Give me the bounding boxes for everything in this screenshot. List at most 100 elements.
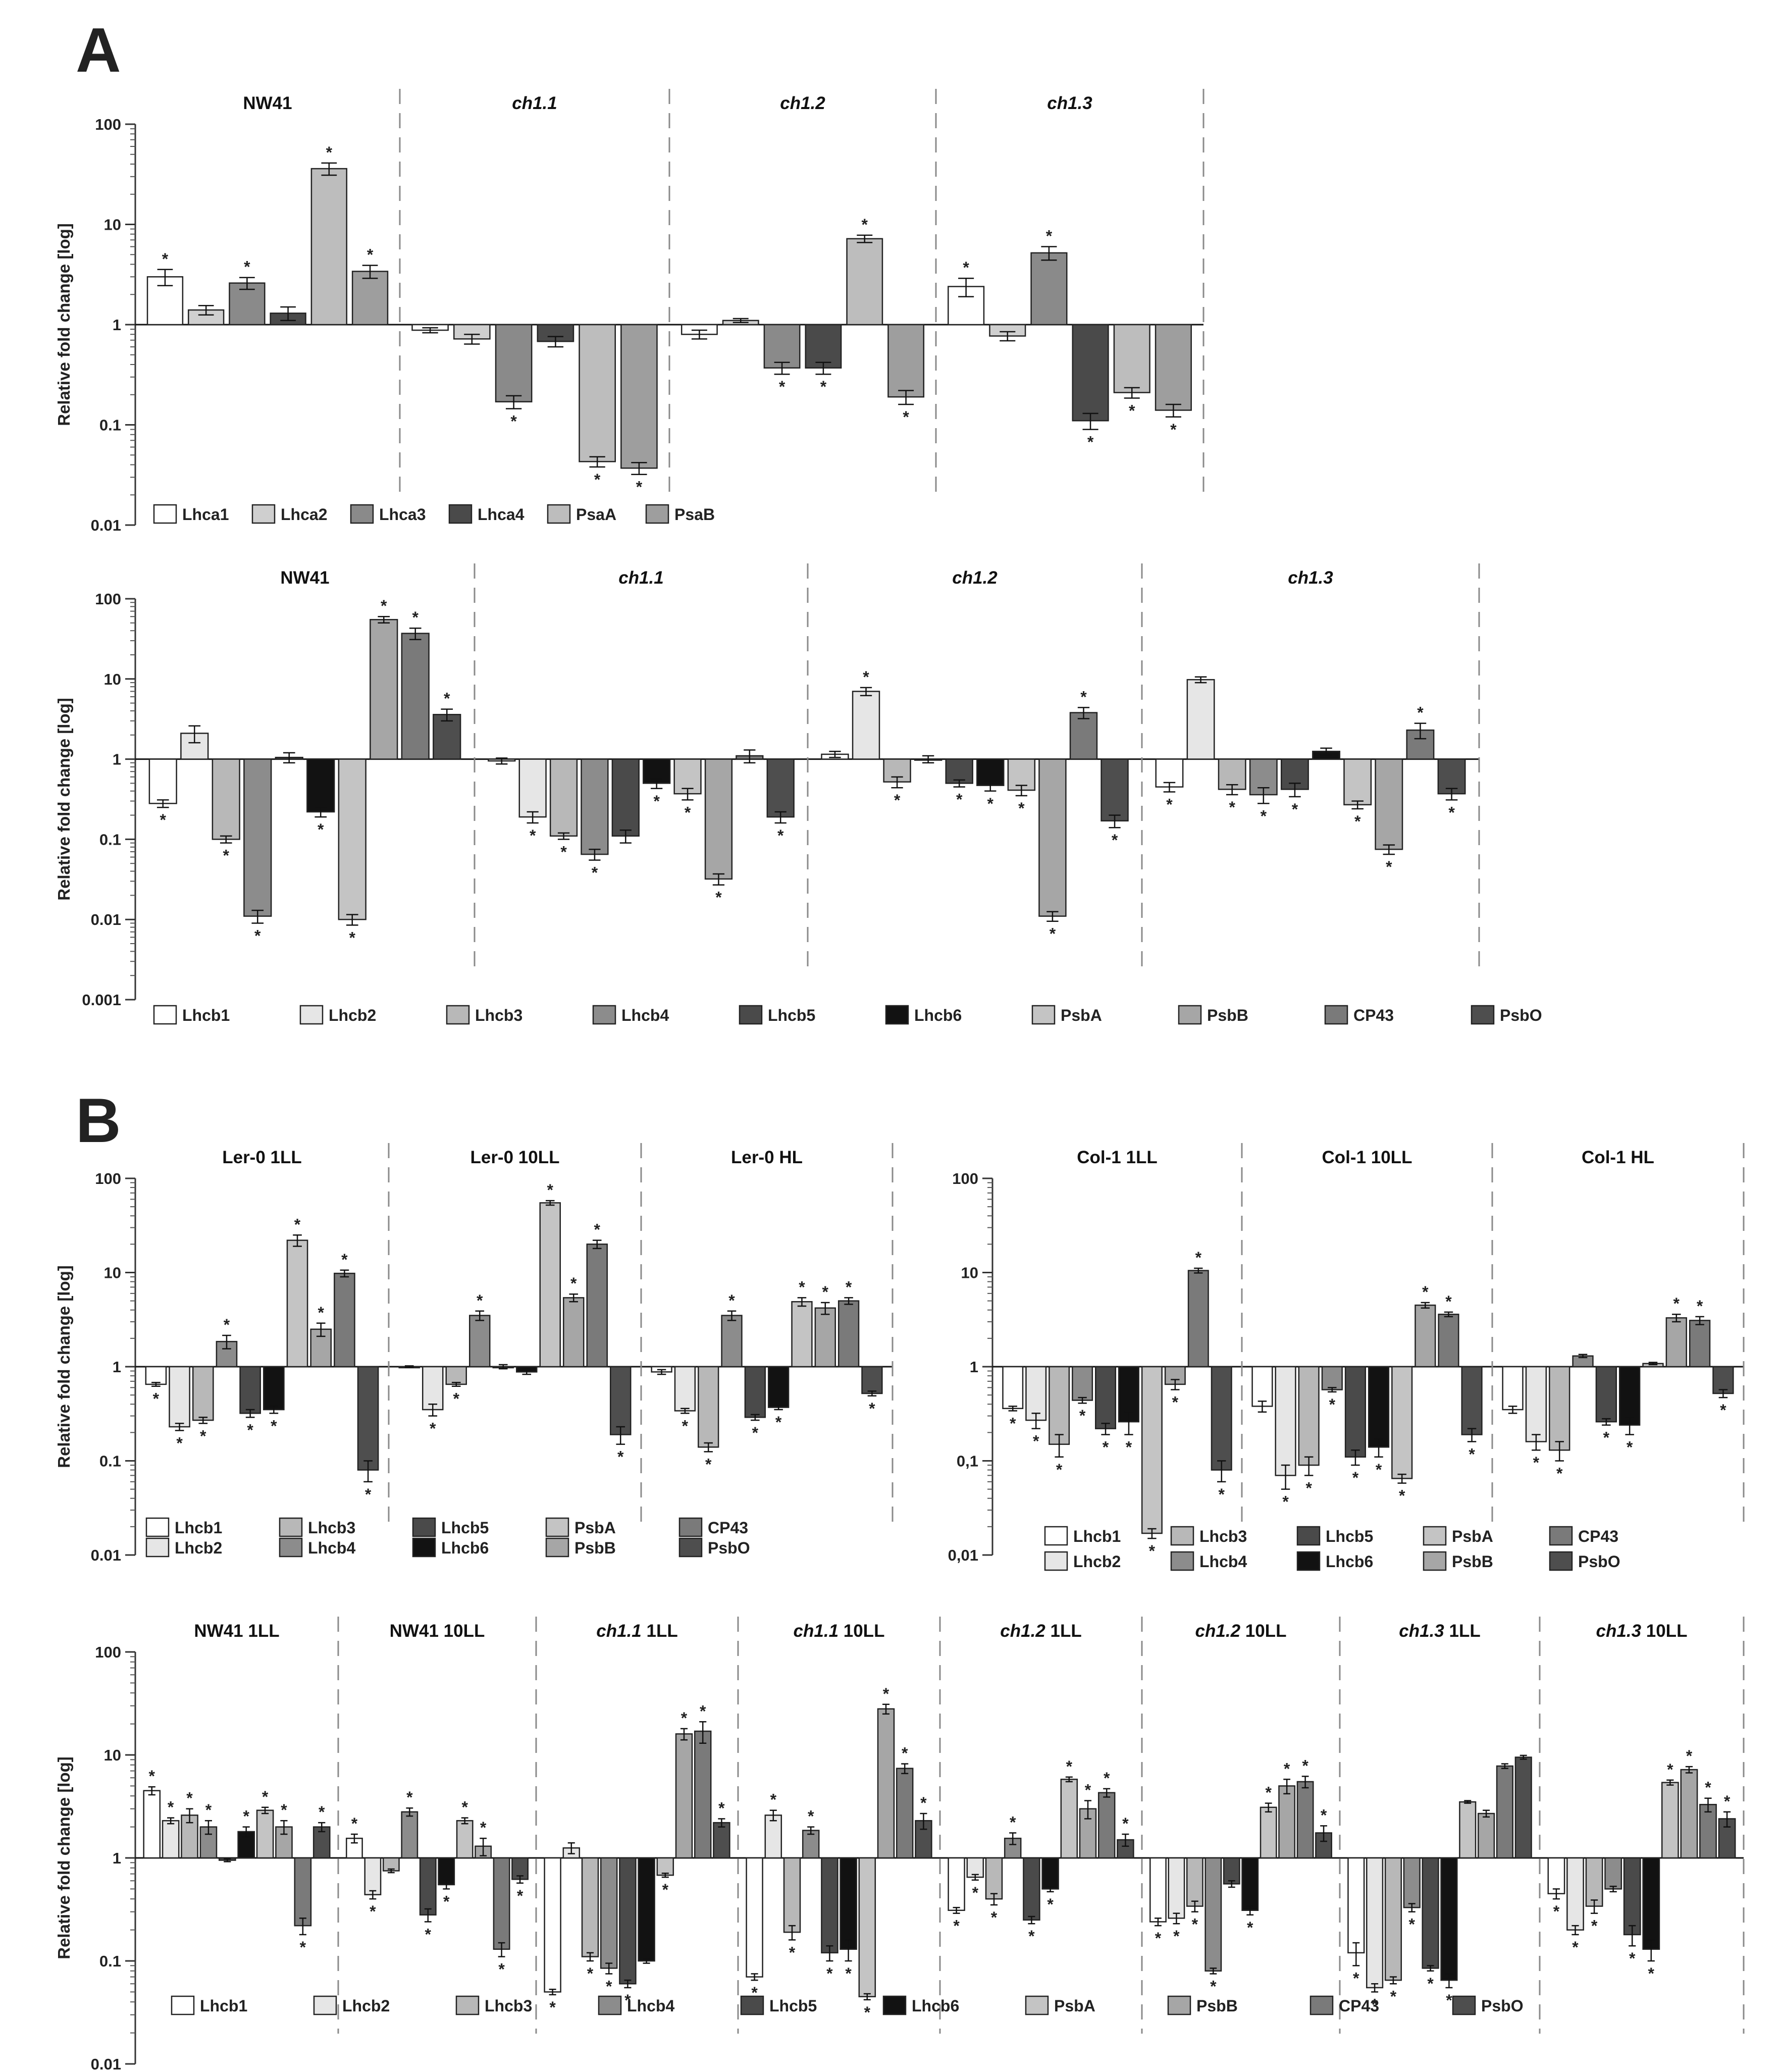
legend-swatch-Lhcb5 bbox=[739, 1005, 763, 1025]
significance-star-A1: * bbox=[779, 378, 785, 396]
y-tick-label-B1: 0.01 bbox=[91, 1546, 121, 1564]
bar-B2-Lhcb6 bbox=[1618, 1366, 1641, 1426]
group-label-A1: ch1.2 bbox=[780, 93, 825, 113]
legend-label-Lhcb3: Lhcb3 bbox=[308, 1519, 355, 1537]
y-tick-label-A2: 0.001 bbox=[82, 991, 121, 1009]
bar-A2-PsbB bbox=[1375, 758, 1403, 850]
bar-B3-CP43 bbox=[896, 1768, 914, 1859]
y-tick-label-B2: 0,1 bbox=[957, 1453, 978, 1470]
significance-star-B2: * bbox=[1103, 1438, 1109, 1457]
significance-star-B3: * bbox=[1353, 1969, 1359, 1987]
bar-A1-PsaB bbox=[1155, 324, 1192, 411]
significance-star-B1: * bbox=[570, 1274, 577, 1292]
legend-swatch-CP43 bbox=[678, 1517, 703, 1537]
significance-star-B2: * bbox=[1149, 1542, 1156, 1560]
bar-B3-PsbA bbox=[1459, 1801, 1477, 1859]
y-tick-label-B1: 0.1 bbox=[99, 1453, 121, 1470]
y-tick-label-B2: 10 bbox=[961, 1264, 978, 1282]
bar-A1-Lhca4 bbox=[805, 324, 842, 369]
legend-swatch-Lhcb4 bbox=[598, 1995, 622, 2015]
bar-B3-CP43 bbox=[294, 1857, 312, 1927]
legend-swatch-CP43 bbox=[1324, 1005, 1348, 1025]
legend-label-PsbB: PsbB bbox=[1196, 1997, 1238, 2015]
legend-swatch-Lhcb4 bbox=[279, 1537, 303, 1558]
significance-star-B2: * bbox=[1627, 1438, 1633, 1457]
group-label-main: ch1.1 bbox=[794, 1621, 839, 1641]
significance-star-B3: * bbox=[1173, 1927, 1180, 1945]
bar-B3-Lhcb1 bbox=[1149, 1857, 1167, 1923]
legend-swatch-Lhcb1 bbox=[1044, 1526, 1068, 1546]
significance-star-B3: * bbox=[770, 1791, 777, 1809]
legend-label-Lhcb4: Lhcb4 bbox=[1199, 1552, 1247, 1571]
significance-star-B3: * bbox=[1667, 1760, 1673, 1779]
significance-star-A2: * bbox=[1386, 858, 1392, 876]
legend-label-PsbA: PsbA bbox=[1061, 1006, 1102, 1024]
y-tick-label-A2: 0.01 bbox=[91, 911, 121, 928]
bar-A1-Lhca3 bbox=[229, 282, 266, 326]
group-label-B2: Col-1 HL bbox=[1582, 1148, 1654, 1167]
legend-swatch-Lhca4 bbox=[448, 504, 473, 524]
significance-star-B2: * bbox=[1195, 1249, 1202, 1267]
significance-star-B2: * bbox=[1282, 1493, 1289, 1511]
group-label-condition: 1LL bbox=[1045, 1621, 1082, 1641]
significance-star-B3: * bbox=[1705, 1779, 1711, 1797]
bar-B3-PsbA bbox=[256, 1809, 274, 1859]
legend-label-Lhcb5: Lhcb5 bbox=[1326, 1527, 1373, 1545]
legend-label-CP43: CP43 bbox=[708, 1519, 748, 1537]
legend-label-Lhcb2: Lhcb2 bbox=[175, 1539, 222, 1557]
significance-star-B3: * bbox=[425, 1925, 432, 1943]
significance-star-B3: * bbox=[281, 1801, 287, 1819]
significance-star-B3: * bbox=[498, 1960, 505, 1979]
legend-label-Lhcb6: Lhcb6 bbox=[912, 1997, 959, 2015]
group-label-B3: ch1.2 10LL bbox=[1195, 1621, 1287, 1641]
legend-label-PsbB: PsbB bbox=[574, 1539, 616, 1557]
bar-B3-Lhcb6 bbox=[1241, 1857, 1259, 1911]
y-tick-label-A2: 0.1 bbox=[99, 831, 121, 848]
significance-star-B1: * bbox=[318, 1304, 324, 1322]
significance-star-B3: * bbox=[700, 1702, 706, 1720]
y-tick-label-A2: 1 bbox=[113, 751, 121, 768]
legend-swatch-PsaA bbox=[547, 504, 571, 524]
significance-star-B1: * bbox=[430, 1420, 436, 1438]
significance-star-A2: * bbox=[444, 690, 450, 708]
bar-A1-PsaA bbox=[579, 324, 616, 462]
significance-star-A2: * bbox=[653, 792, 660, 810]
group-label-main: NW41 bbox=[280, 568, 329, 588]
significance-star-B1: * bbox=[365, 1485, 372, 1504]
legend-label-Lhca3: Lhca3 bbox=[379, 505, 426, 524]
legend-swatch-CP43 bbox=[1549, 1526, 1573, 1546]
legend-swatch-PsbB bbox=[1178, 1005, 1202, 1025]
y-tick-label-A2: 100 bbox=[95, 590, 121, 608]
bar-B2-PsbB bbox=[1415, 1304, 1436, 1368]
bar-B2-Lhcb2 bbox=[1525, 1366, 1547, 1442]
bar-A2-CP43 bbox=[1069, 712, 1098, 760]
significance-star-A2: * bbox=[349, 928, 356, 947]
significance-star-A2: * bbox=[1261, 807, 1267, 825]
bar-B3-Lhcb3 bbox=[1384, 1857, 1402, 1981]
legend-label-Lhcb3: Lhcb3 bbox=[1199, 1527, 1247, 1545]
significance-star-A2: * bbox=[592, 864, 598, 882]
legend-label-Lhcb5: Lhcb5 bbox=[769, 1997, 817, 2015]
bar-B2-PsbO bbox=[1461, 1366, 1483, 1435]
legend-swatch-PsbB bbox=[1423, 1551, 1447, 1571]
significance-star-B2: * bbox=[1376, 1461, 1382, 1479]
significance-star-B3: * bbox=[1028, 1927, 1035, 1945]
group-label-B3: NW41 1LL bbox=[194, 1621, 279, 1641]
chart-B2: 100 10 1 0,1 0,01 Col-1 1LL * * * * * * * * * * Col-1 10… bbox=[948, 1143, 1745, 1571]
chart-B3: 100 10 1 0.1 0.01 Relative fold change [log] N… bbox=[55, 1617, 1745, 2072]
significance-star-B2: * bbox=[1673, 1294, 1680, 1313]
bar-B2-PsbA bbox=[1141, 1366, 1163, 1534]
group-label-B3: ch1.3 1LL bbox=[1399, 1621, 1480, 1641]
significance-star-A2: * bbox=[894, 791, 901, 809]
legend-swatch-Lhcb1 bbox=[145, 1517, 170, 1537]
bar-B3-Lhcb4 bbox=[1604, 1857, 1622, 1890]
significance-star-A2: * bbox=[1448, 803, 1455, 821]
significance-star-B3: * bbox=[1572, 1938, 1579, 1956]
significance-star-B3: * bbox=[480, 1819, 487, 1837]
bar-B1-CP43 bbox=[334, 1272, 355, 1368]
bar-B3-CP43 bbox=[1296, 1781, 1314, 1859]
legend-label-PsbO: PsbO bbox=[708, 1539, 750, 1557]
legend-swatch-Lhcb4 bbox=[1170, 1551, 1194, 1571]
bar-B3-PsbB bbox=[1278, 1785, 1296, 1859]
bar-B3-Lhcb6 bbox=[638, 1857, 655, 1962]
